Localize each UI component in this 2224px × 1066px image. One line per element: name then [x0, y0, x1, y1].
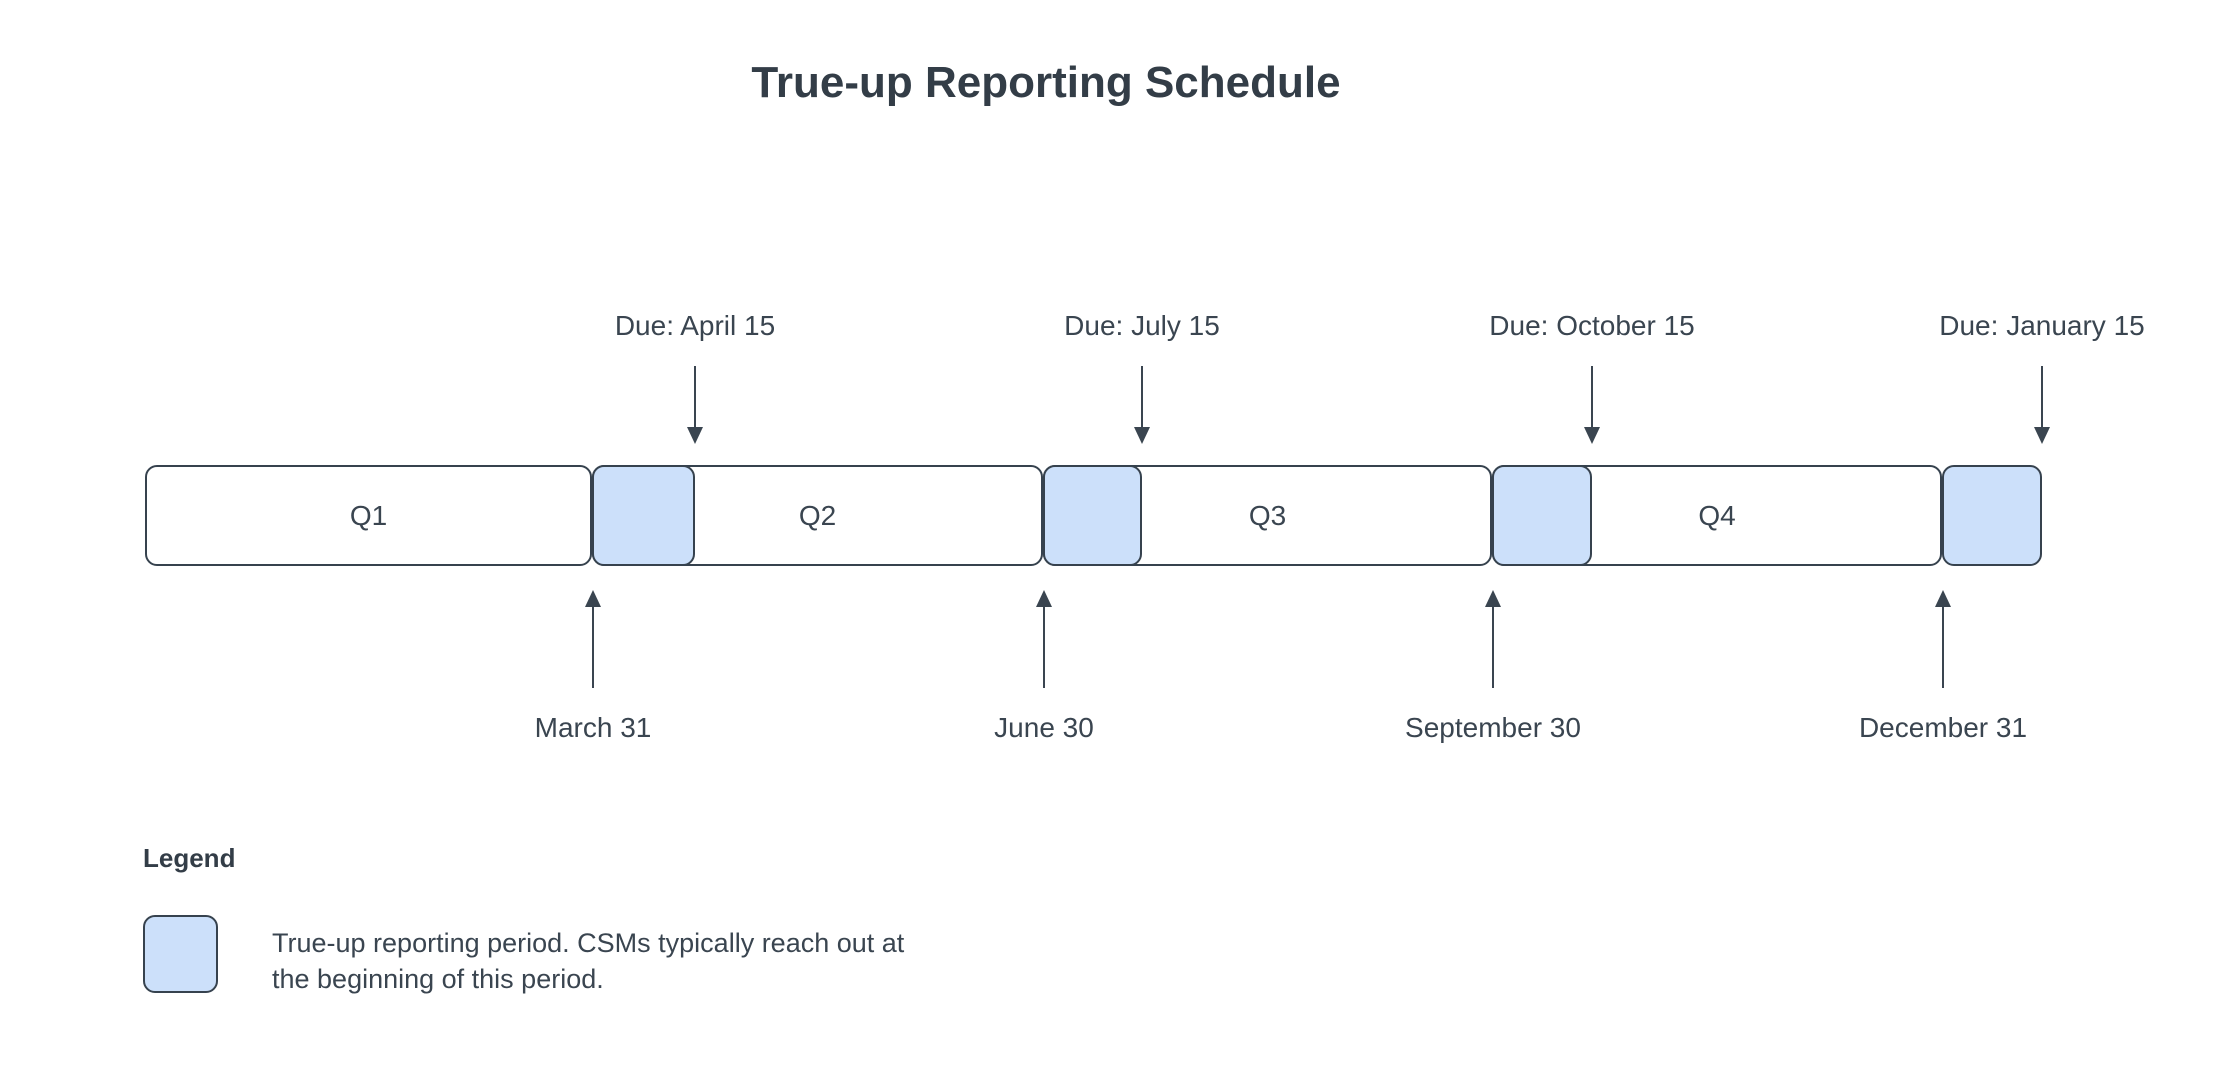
legend-heading: Legend [143, 843, 236, 873]
due-date-label-october: Due: October 15 [1489, 310, 1695, 341]
quarter-label-q3: Q3 [1248, 499, 1287, 531]
quarter-end-label-march: March 31 [534, 712, 652, 743]
quarter-label-q4: Q4 [1698, 499, 1736, 531]
quarter-end-label-june: June 30 [994, 712, 1094, 743]
down-arrow-head-icon [1584, 427, 1600, 444]
quarter-end-label-september: September 30 [1405, 712, 1581, 743]
up-arrow-head-icon [585, 590, 601, 607]
due-date-label-july: Due: July 15 [1064, 310, 1220, 341]
down-arrow-line-january [2041, 366, 2043, 428]
quarter-label-q1: Q1 [349, 499, 388, 531]
up-arrow-head-icon [1485, 590, 1501, 607]
due-date-label-january: Due: January 15 [1939, 310, 2145, 341]
legend-description-line-1: True-up reporting period. CSMs typically… [272, 928, 905, 958]
page-title: True-up Reporting Schedule [751, 58, 1341, 107]
trueup-period-box-q1 [592, 465, 695, 566]
trueup-period-box-q4 [1942, 465, 2042, 566]
quarter-end-label-december: December 31 [1858, 712, 2028, 743]
down-arrow-line-april [694, 366, 696, 428]
down-arrow-head-icon [1134, 427, 1150, 444]
trueup-period-box-q3 [1492, 465, 1592, 566]
legend-description: True-up reporting period. CSMs typically… [272, 925, 904, 997]
quarter-box-q1: Q1 [145, 465, 592, 566]
up-arrow-line-june [1043, 605, 1045, 688]
up-arrow-line-september [1492, 605, 1494, 688]
trueup-period-box-q2 [1043, 465, 1142, 566]
up-arrow-line-march [592, 605, 594, 688]
quarter-label-q2: Q2 [798, 499, 837, 531]
up-arrow-line-december [1942, 605, 1944, 688]
down-arrow-head-icon [687, 427, 703, 444]
due-date-label-april: Due: April 15 [614, 310, 776, 341]
up-arrow-head-icon [1036, 590, 1052, 607]
down-arrow-head-icon [2034, 427, 2050, 444]
legend-description-line-2: the beginning of this period. [272, 964, 604, 994]
legend-trueup-period-swatch [143, 915, 218, 993]
down-arrow-line-october [1591, 366, 1593, 428]
up-arrow-head-icon [1935, 590, 1951, 607]
down-arrow-line-july [1141, 366, 1143, 428]
